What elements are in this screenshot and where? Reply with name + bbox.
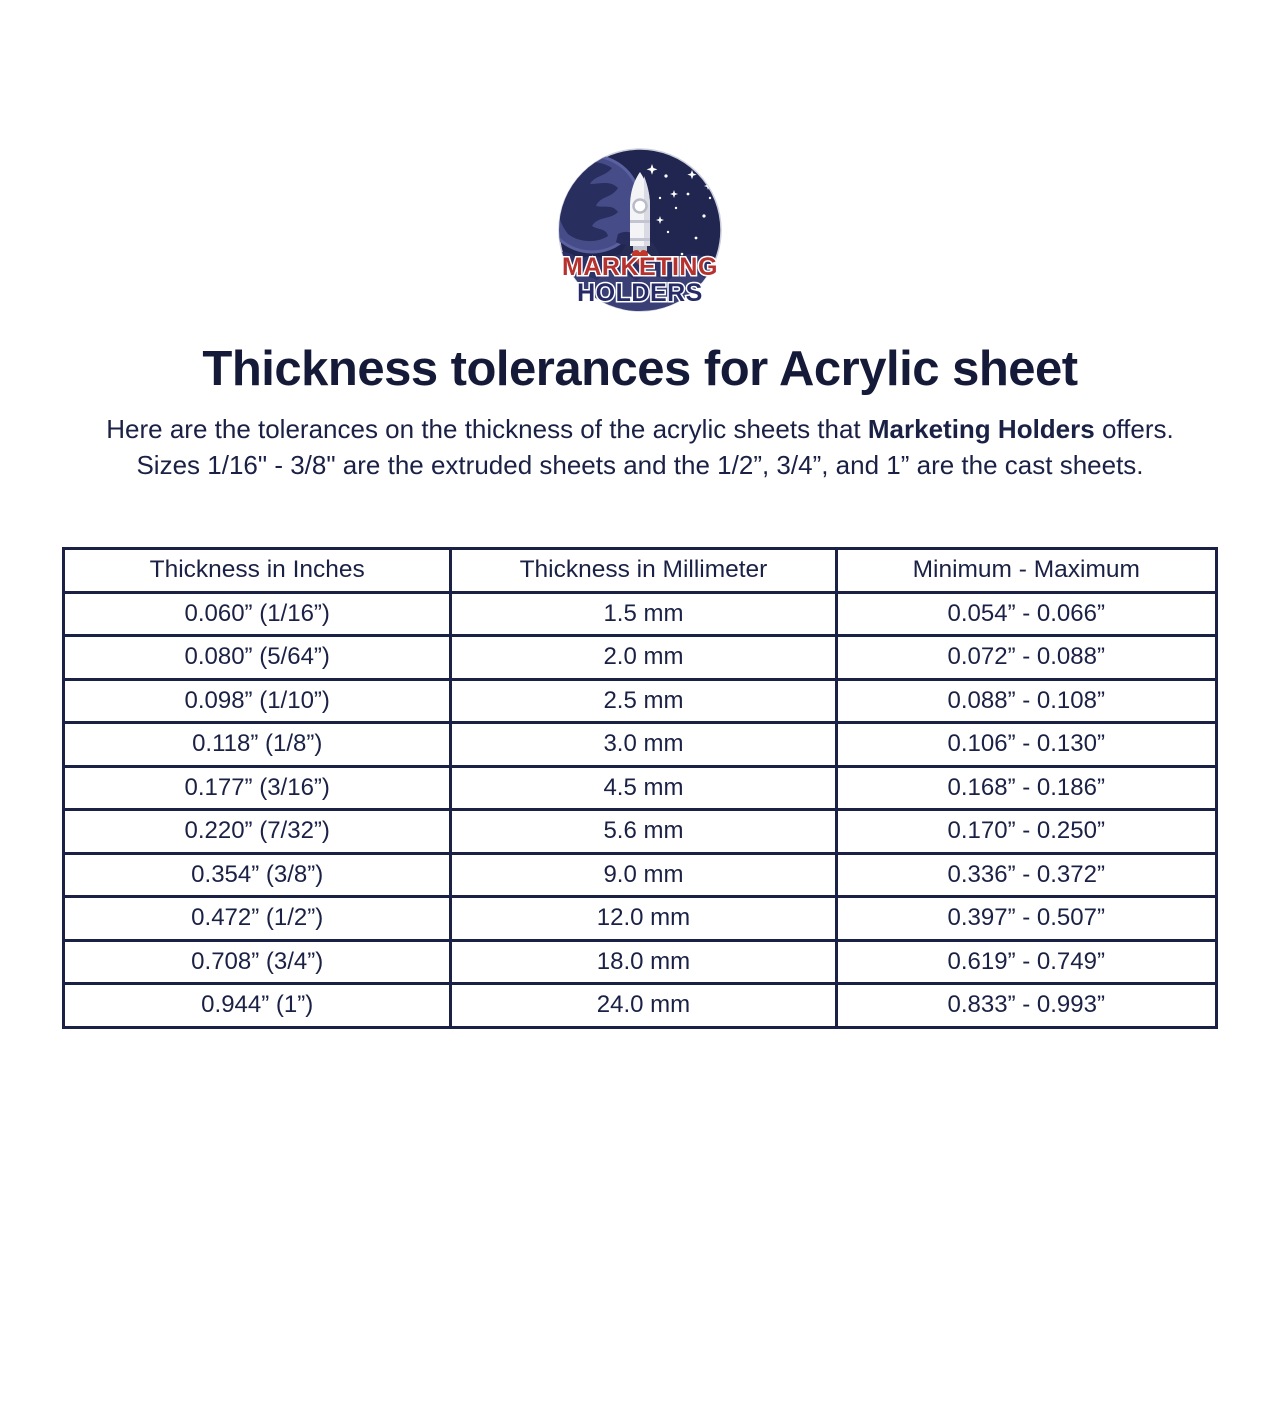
cell-min-max: 0.170” - 0.250” xyxy=(834,808,1218,855)
cell-min-max: 0.397” - 0.507” xyxy=(834,895,1218,942)
cell-inches: 0.708” (3/4”) xyxy=(61,938,453,985)
marketing-holders-logo: MARKETING HOLDERS xyxy=(548,146,732,323)
cell-min-max: 0.619” - 0.749” xyxy=(834,938,1218,985)
cell-mm: 12.0 mm xyxy=(449,895,838,942)
logo-text-holders: HOLDERS xyxy=(577,279,703,307)
page: MARKETING HOLDERS Thickness tolerances f… xyxy=(0,146,1280,1426)
cell-mm: 9.0 mm xyxy=(449,851,838,898)
table-row: 0.060” (1/16”) 1.5 mm 0.054” - 0.066” xyxy=(61,590,1218,637)
cell-inches: 0.354” (3/8”) xyxy=(61,851,453,898)
logo-text-marketing: MARKETING xyxy=(562,253,718,281)
col-header-min-max: Minimum - Maximum xyxy=(834,547,1218,594)
cell-min-max: 0.072” - 0.088” xyxy=(834,634,1218,681)
cell-min-max: 0.336” - 0.372” xyxy=(834,851,1218,898)
table-row: 0.354” (3/8”) 9.0 mm 0.336” - 0.372” xyxy=(61,851,1218,898)
page-title: Thickness tolerances for Acrylic sheet xyxy=(202,342,1078,396)
cell-min-max: 0.106” - 0.130” xyxy=(834,721,1218,768)
cell-mm: 1.5 mm xyxy=(449,590,838,637)
cell-min-max: 0.833” - 0.993” xyxy=(834,982,1218,1029)
table-row: 0.472” (1/2”) 12.0 mm 0.397” - 0.507” xyxy=(61,895,1218,942)
table-row: 0.080” (5/64”) 2.0 mm 0.072” - 0.088” xyxy=(61,634,1218,681)
table-row: 0.098” (1/10”) 2.5 mm 0.088” - 0.108” xyxy=(61,677,1218,724)
cell-mm: 5.6 mm xyxy=(449,808,838,855)
intro-line1-suffix: offers. xyxy=(1094,414,1174,444)
stars xyxy=(646,164,712,266)
rocket-icon xyxy=(619,172,661,267)
intro-line1-prefix: Here are the tolerances on the thickness… xyxy=(106,414,868,444)
col-header-thickness-mm: Thickness in Millimeter xyxy=(449,547,838,594)
heart-icon xyxy=(632,250,648,267)
cell-mm: 2.5 mm xyxy=(449,677,838,724)
cell-inches: 0.060” (1/16”) xyxy=(61,590,453,637)
cell-mm: 2.0 mm xyxy=(449,634,838,681)
cell-inches: 0.118” (1/8”) xyxy=(61,721,453,768)
globe-icon xyxy=(559,154,642,254)
cell-inches: 0.944” (1”) xyxy=(61,982,453,1029)
table-row: 0.177” (3/16”) 4.5 mm 0.168” - 0.186” xyxy=(61,764,1218,811)
cell-inches: 0.080” (5/64”) xyxy=(61,634,453,681)
cell-min-max: 0.088” - 0.108” xyxy=(834,677,1218,724)
col-header-thickness-inches: Thickness in Inches xyxy=(61,547,453,594)
cell-inches: 0.472” (1/2”) xyxy=(61,895,453,942)
cell-inches: 0.220” (7/32”) xyxy=(61,808,453,855)
intro-line2: Sizes 1/16" - 3/8" are the extruded shee… xyxy=(136,450,1144,480)
table-row: 0.220” (7/32”) 5.6 mm 0.170” - 0.250” xyxy=(61,808,1218,855)
cell-mm: 4.5 mm xyxy=(449,764,838,811)
cell-mm: 18.0 mm xyxy=(449,938,838,985)
cell-mm: 3.0 mm xyxy=(449,721,838,768)
cell-mm: 24.0 mm xyxy=(449,982,838,1029)
cell-inches: 0.098” (1/10”) xyxy=(61,677,453,724)
table-row: 0.708” (3/4”) 18.0 mm 0.619” - 0.749” xyxy=(61,938,1218,985)
cell-inches: 0.177” (3/16”) xyxy=(61,764,453,811)
tolerance-table: Thickness in Inches Thickness in Millime… xyxy=(61,547,1218,1029)
cell-min-max: 0.054” - 0.066” xyxy=(834,590,1218,637)
cell-min-max: 0.168” - 0.186” xyxy=(834,764,1218,811)
logo-badge-icon: MARKETING HOLDERS xyxy=(558,148,722,312)
table-row: 0.944” (1”) 24.0 mm 0.833” - 0.993” xyxy=(61,982,1218,1029)
table-header-row: Thickness in Inches Thickness in Millime… xyxy=(61,547,1218,594)
intro-brand-name: Marketing Holders xyxy=(867,414,1095,444)
intro-text: Here are the tolerances on the thickness… xyxy=(0,411,1280,483)
table-row: 0.118” (1/8”) 3.0 mm 0.106” - 0.130” xyxy=(61,721,1218,768)
